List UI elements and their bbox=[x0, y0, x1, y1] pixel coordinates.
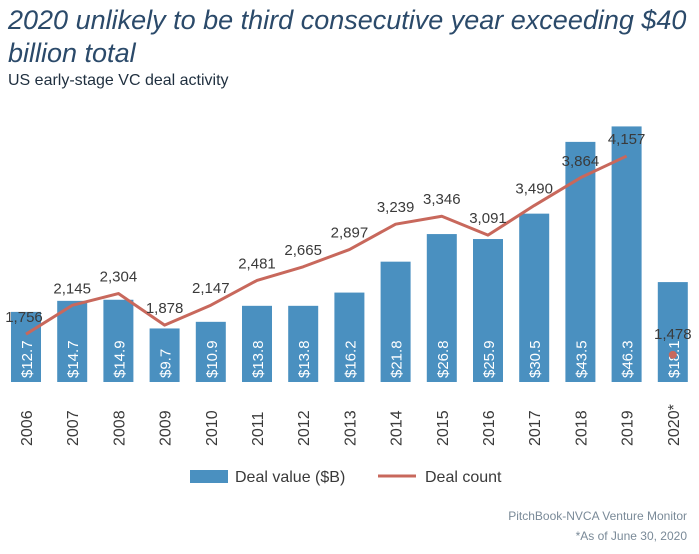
x-tick-label: 2016 bbox=[481, 410, 498, 446]
legend: Deal value ($B) Deal count bbox=[190, 469, 502, 486]
bar-value-label: $21.8 bbox=[389, 340, 406, 378]
x-tick-label: 2015 bbox=[435, 410, 452, 446]
bar-value-label: $14.7 bbox=[65, 340, 82, 378]
bar-value-label: $26.8 bbox=[435, 340, 452, 378]
bar-2006 bbox=[11, 311, 41, 382]
x-tick-label: 2020* bbox=[666, 404, 683, 446]
bar-value-label: $18.1 bbox=[666, 340, 683, 378]
bar-2007 bbox=[57, 300, 88, 382]
deal-count-point-2020 bbox=[668, 350, 677, 359]
bar-2012 bbox=[288, 305, 319, 382]
x-tick-label: 2008 bbox=[111, 410, 128, 446]
x-tick-label: 2012 bbox=[296, 410, 313, 446]
legend-label-deal-count: Deal count bbox=[425, 469, 502, 486]
x-tick-label: 2011 bbox=[250, 411, 267, 446]
deal-count-label: 2,665 bbox=[284, 242, 322, 259]
bar-value-label: $25.9 bbox=[481, 340, 498, 378]
bar-value-label: $43.5 bbox=[573, 340, 590, 378]
bar-2013 bbox=[334, 292, 365, 382]
x-tick-label: 2017 bbox=[527, 410, 544, 446]
deal-count-label: 2,481 bbox=[238, 255, 276, 272]
line-layer bbox=[25, 154, 677, 359]
bar-2018 bbox=[565, 141, 596, 382]
bar-2011 bbox=[242, 305, 272, 382]
source-text: PitchBook-NVCA Venture Monitor bbox=[508, 509, 687, 523]
deal-count-label: 2,147 bbox=[192, 280, 230, 297]
bar-2010 bbox=[195, 321, 226, 382]
footnote-text: *As of June 30, 2020 bbox=[575, 529, 687, 543]
bar-2008 bbox=[103, 299, 134, 382]
bar-2020 bbox=[657, 282, 688, 382]
deal-count-label: 2,897 bbox=[331, 225, 369, 242]
deal-count-label: 3,091 bbox=[469, 210, 507, 227]
bar-value-label: $30.5 bbox=[527, 340, 544, 378]
bars-layer: $12.7 $14.7 $14.9 $9.7 $10.9 $13.8 $13.8 $16.2 $… bbox=[11, 126, 688, 382]
deal-count-label: 3,346 bbox=[423, 191, 461, 208]
bar-2014 bbox=[380, 261, 411, 382]
x-tick-label: 2006 bbox=[19, 410, 36, 446]
count-labels-layer: 1,756 2,145 2,304 1,878 2,147 2,481 2,665 2,897… bbox=[5, 131, 691, 343]
x-tick-label: 2018 bbox=[573, 410, 590, 446]
bar-2009 bbox=[149, 328, 180, 382]
bar-value-label: $14.9 bbox=[111, 340, 128, 378]
legend-label-deal-value: Deal value ($B) bbox=[235, 469, 345, 486]
bar-value-label: $46.3 bbox=[620, 340, 637, 378]
deal-count-label: 4,157 bbox=[608, 131, 646, 148]
chart-subtitle: US early-stage VC deal activity bbox=[8, 72, 229, 89]
bar-2016 bbox=[473, 239, 503, 382]
deal-count-label: 2,145 bbox=[53, 280, 91, 297]
x-tick-label: 2007 bbox=[65, 410, 82, 446]
deal-count-line bbox=[25, 154, 628, 336]
deal-count-label: 2,304 bbox=[100, 269, 138, 286]
x-tick-label: 2009 bbox=[158, 410, 175, 446]
bar-2017 bbox=[519, 213, 550, 382]
bar-2019 bbox=[611, 126, 642, 382]
legend-swatch-deal-value bbox=[190, 470, 228, 483]
deal-count-label: 3,864 bbox=[562, 153, 600, 170]
x-tick-label: 2019 bbox=[620, 410, 637, 446]
x-tick-label: 2013 bbox=[342, 410, 359, 446]
deal-count-label: 1,478 bbox=[654, 326, 692, 343]
source-note: PitchBook-NVCA Venture Monitor *As of Ju… bbox=[508, 506, 687, 546]
bar-value-label: $9.7 bbox=[158, 349, 175, 378]
bar-2015 bbox=[426, 234, 457, 382]
deal-count-label: 1,878 bbox=[146, 300, 184, 317]
bar-value-label: $12.7 bbox=[19, 340, 36, 378]
bar-value-label: $13.8 bbox=[250, 340, 267, 378]
bar-value-label: $16.2 bbox=[342, 340, 359, 378]
x-tick-label: 2010 bbox=[204, 410, 221, 446]
x-tick-label: 2014 bbox=[389, 410, 406, 446]
chart-title: 2020 unlikely to be third consecutive ye… bbox=[8, 5, 687, 68]
deal-count-label: 1,756 bbox=[5, 309, 43, 326]
bar-value-label: $10.9 bbox=[204, 340, 221, 378]
x-axis: 2006 2007 2008 2009 2010 2011 2012 2013 2014 2015… bbox=[19, 404, 683, 446]
deal-count-label: 3,490 bbox=[515, 181, 553, 198]
bar-value-label: $13.8 bbox=[296, 340, 313, 378]
deal-count-label: 3,239 bbox=[377, 199, 415, 216]
